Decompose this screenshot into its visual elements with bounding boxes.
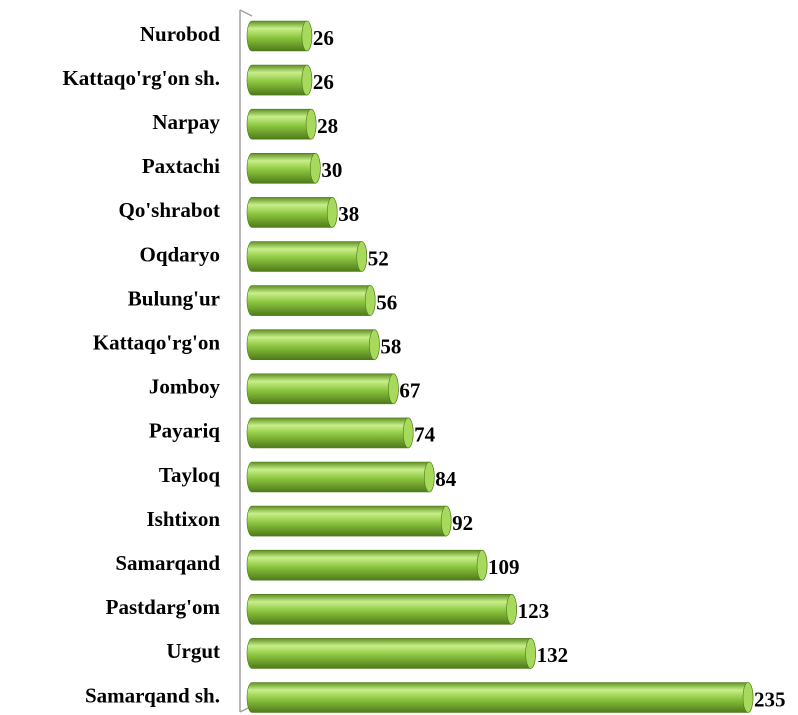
data-label: 235 bbox=[754, 687, 786, 711]
y-tick-label: Nurobod bbox=[140, 22, 220, 46]
data-label: 28 bbox=[317, 114, 338, 138]
data-label: 67 bbox=[399, 379, 420, 403]
bar bbox=[246, 417, 414, 449]
bar-cap bbox=[402, 417, 414, 449]
bar-cap bbox=[356, 241, 368, 272]
axis-wall bbox=[239, 9, 253, 17]
y-tick-label: Paxtachi bbox=[142, 154, 220, 178]
bar bbox=[246, 638, 536, 669]
data-label: 52 bbox=[368, 246, 389, 270]
data-label: 84 bbox=[435, 467, 457, 491]
bar bbox=[246, 549, 488, 581]
data-label: 109 bbox=[488, 555, 520, 579]
data-label: 132 bbox=[537, 643, 569, 667]
bar bbox=[246, 329, 380, 360]
data-label: 26 bbox=[313, 70, 334, 94]
bar-cap bbox=[301, 64, 313, 96]
y-tick-label: Narpay bbox=[152, 110, 220, 134]
y-tick-label: Oqdaryo bbox=[139, 242, 220, 266]
bar-cap bbox=[305, 108, 317, 140]
data-label: 123 bbox=[518, 599, 550, 623]
bar bbox=[246, 594, 517, 625]
bar bbox=[246, 505, 452, 537]
data-label: 74 bbox=[414, 423, 436, 447]
data-label: 30 bbox=[321, 158, 342, 182]
bar-cap bbox=[388, 373, 399, 405]
y-tick-label: Samarqand sh. bbox=[85, 683, 220, 707]
y-tick-label: Pastdarg'om bbox=[106, 595, 221, 619]
y-tick-label: Kattaqo'rg'on bbox=[93, 331, 220, 355]
y-tick-label: Bulung'ur bbox=[128, 286, 220, 310]
y-tick-label: Qo'shrabot bbox=[118, 198, 220, 222]
y-tick-label: Tayloq bbox=[159, 463, 220, 487]
data-label: 38 bbox=[338, 202, 359, 226]
y-tick-label: Kattaqo'rg'on sh. bbox=[62, 66, 220, 90]
bar bbox=[246, 153, 321, 184]
data-label: 56 bbox=[376, 290, 397, 314]
bar-cap bbox=[476, 549, 488, 581]
bar-cap bbox=[506, 593, 517, 625]
y-tick-label: Samarqand bbox=[115, 551, 220, 575]
bar-cap bbox=[326, 197, 338, 228]
bar-cap bbox=[301, 20, 313, 52]
bar-cap bbox=[310, 153, 321, 184]
bar bbox=[246, 682, 754, 713]
bar bbox=[246, 108, 317, 140]
bar bbox=[246, 241, 368, 272]
bar bbox=[246, 373, 399, 405]
y-tick-label: Ishtixon bbox=[146, 507, 220, 531]
bar bbox=[246, 197, 338, 228]
bar-cap bbox=[525, 638, 536, 669]
bar-cap bbox=[423, 461, 435, 493]
data-label: 92 bbox=[452, 511, 473, 535]
bar-cap bbox=[440, 505, 452, 537]
y-tick-label: Payariq bbox=[149, 419, 220, 443]
bar-cap bbox=[369, 329, 380, 361]
y-tick-label: Urgut bbox=[166, 639, 220, 663]
bar-cap bbox=[364, 285, 376, 316]
y-tick-label: Jomboy bbox=[149, 375, 221, 399]
bar-cap bbox=[742, 682, 754, 713]
data-label: 26 bbox=[313, 26, 334, 50]
bar bbox=[246, 461, 435, 493]
data-label: 58 bbox=[380, 335, 401, 359]
bar bbox=[246, 285, 376, 316]
